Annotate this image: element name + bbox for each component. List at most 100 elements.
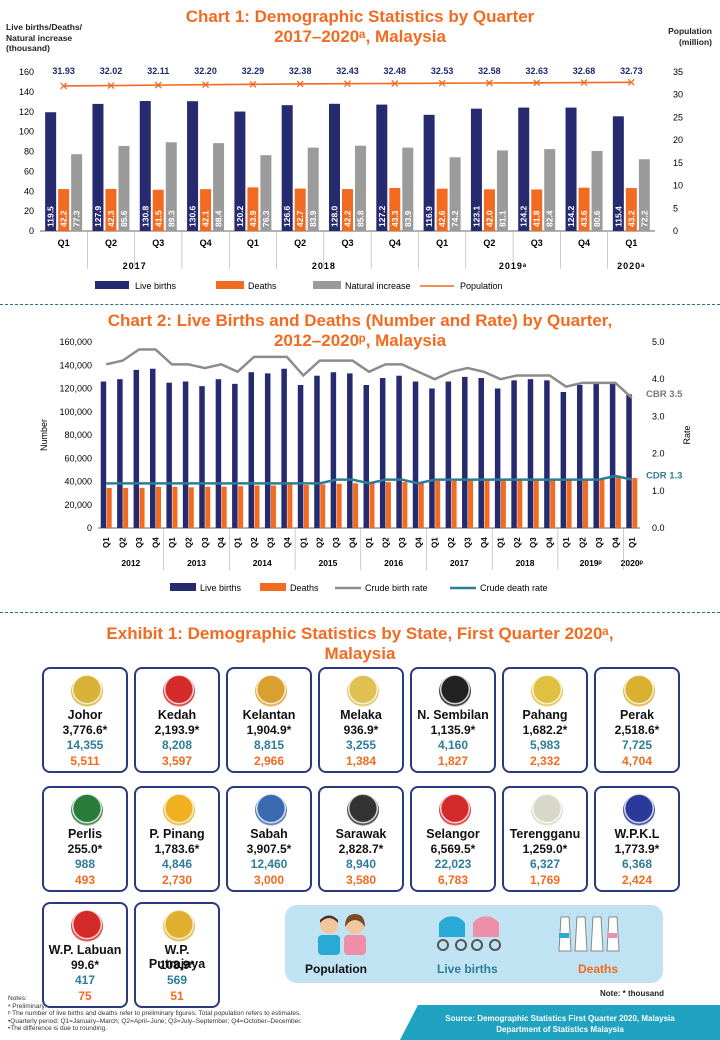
year-label: 2020ᵃ (617, 261, 645, 271)
data-label: 130.6 (188, 205, 198, 227)
bar-live-births (462, 376, 468, 528)
quarter-label: Q3 (332, 537, 341, 548)
state-name: Pahang (522, 708, 568, 722)
data-label: 43.6 (579, 210, 589, 227)
state-name: W.P. Labuan (48, 943, 122, 957)
bar-natural-increase (496, 150, 508, 231)
population-label: 32.29 (242, 66, 265, 76)
chart2-title-line2: 2012–2020ᵖ, Malaysia (273, 331, 447, 350)
crude-birth-rate-line (105, 348, 633, 399)
bar-deaths (247, 187, 259, 231)
state-deaths: 4,704 (621, 754, 653, 768)
bar-natural-increase (591, 150, 603, 231)
state-emblem-icon (255, 675, 287, 707)
quarter-label: Q1 (168, 537, 177, 548)
quarter-label: Q1 (247, 238, 259, 248)
quarter-label: Q2 (447, 537, 456, 548)
state-card: W.P.K.L 1,773.9* 6,368 2,424 (594, 786, 680, 892)
y-tick-label: 0 (29, 226, 34, 236)
state-deaths: 2,332 (529, 754, 561, 768)
data-label: 42.7 (295, 210, 305, 227)
legend-label: Deaths (248, 281, 277, 291)
y2-tick-label: 5 (673, 203, 678, 213)
state-births: 417 (74, 973, 96, 987)
footnotes: Notes: ᵃ Preliminary. ᵖ The number of live… (8, 995, 302, 1032)
quarter-label: Q4 (151, 537, 160, 548)
quarter-label: Q4 (480, 537, 489, 548)
bar-live-births (511, 380, 517, 528)
y-tick-label: 0 (87, 523, 92, 533)
data-label: 42.1 (201, 210, 211, 227)
quarter-label: Q2 (381, 537, 390, 548)
state-population: 1,904.9* (246, 723, 292, 737)
bar-live-births (478, 378, 484, 528)
quarter-label: Q3 (398, 537, 407, 548)
y-tick-label: 120,000 (59, 384, 92, 394)
bar-deaths (287, 484, 293, 528)
state-population: 1,783.6* (154, 842, 200, 856)
state-deaths: 2,730 (161, 873, 193, 887)
state-deaths: 3,597 (161, 754, 193, 768)
quarter-label: Q2 (119, 537, 128, 548)
bar-live-births (281, 368, 287, 528)
year-label: 2020ᵖ (621, 558, 644, 568)
state-births: 8,815 (253, 738, 285, 752)
quarter-label: Q1 (562, 537, 571, 548)
quarter-label: Q2 (250, 537, 259, 548)
population-marker (485, 79, 493, 87)
y2-tick-label: 3.0 (652, 411, 665, 421)
state-name: Johor (67, 708, 103, 722)
bar-live-births (139, 101, 151, 231)
data-label: 42.6 (437, 210, 447, 227)
source-banner: Source: Demographic Statistics First Qua… (400, 1005, 720, 1040)
population-marker (296, 80, 304, 88)
state-deaths: 1,827 (437, 754, 469, 768)
state-card: W.P. Labuan 99.6* 417 75 (42, 902, 128, 1008)
bar-deaths (566, 478, 572, 528)
state-emblem-icon (255, 794, 287, 826)
y-tick-label: 40,000 (64, 477, 92, 487)
bar-natural-increase (260, 155, 272, 231)
quarter-label: Q1 (299, 537, 308, 548)
bar-deaths (500, 478, 506, 528)
state-emblem-icon (71, 794, 103, 826)
bar-deaths (402, 482, 408, 528)
bar-live-births (412, 381, 419, 528)
bar-deaths (221, 486, 227, 528)
bar-deaths (625, 188, 637, 231)
bar-live-births (518, 107, 530, 231)
state-name: N. Sembilan (417, 708, 489, 722)
quarter-label: Q4 (217, 537, 226, 548)
state-deaths: 2,966 (253, 754, 285, 768)
data-label: 82.4 (545, 210, 555, 227)
quarter-label: Q4 (546, 537, 555, 548)
bar-live-births (494, 388, 501, 528)
state-name: Perak (619, 708, 655, 722)
legend-label: Crude birth rate (365, 583, 428, 593)
state-card: N. Sembilan 1,135.9* 4,160 1,827 (410, 667, 496, 773)
quarter-label: Q3 (531, 238, 543, 248)
state-card: Melaka 936.9* 3,255 1,384 (318, 667, 404, 773)
chart1-left-axis-label: Live births/Deaths/Natural increase (thou… (6, 22, 83, 53)
bar-natural-increase (449, 157, 461, 231)
population-marker (60, 82, 68, 90)
data-label: 42.2 (59, 210, 69, 227)
live-births-icon (437, 916, 501, 951)
quarter-label: Q3 (464, 537, 473, 548)
bar-live-births (232, 383, 238, 528)
population-marker (154, 81, 162, 89)
state-name: Kelantan (242, 708, 296, 722)
bar-deaths (389, 187, 401, 231)
y2-tick-label: 30 (673, 90, 683, 100)
quarter-label: Q2 (579, 537, 588, 548)
bar-deaths (172, 486, 178, 528)
state-deaths: 6,783 (437, 873, 469, 887)
quarter-label: Q4 (283, 537, 292, 548)
bar-live-births (297, 385, 304, 528)
y2-tick-label: 20 (673, 135, 683, 145)
state-emblem-icon (623, 675, 655, 707)
bar-deaths (583, 479, 589, 528)
state-births: 4,160 (437, 738, 469, 752)
year-label: 2017 (123, 261, 147, 271)
quarter-label: Q1 (625, 238, 637, 248)
